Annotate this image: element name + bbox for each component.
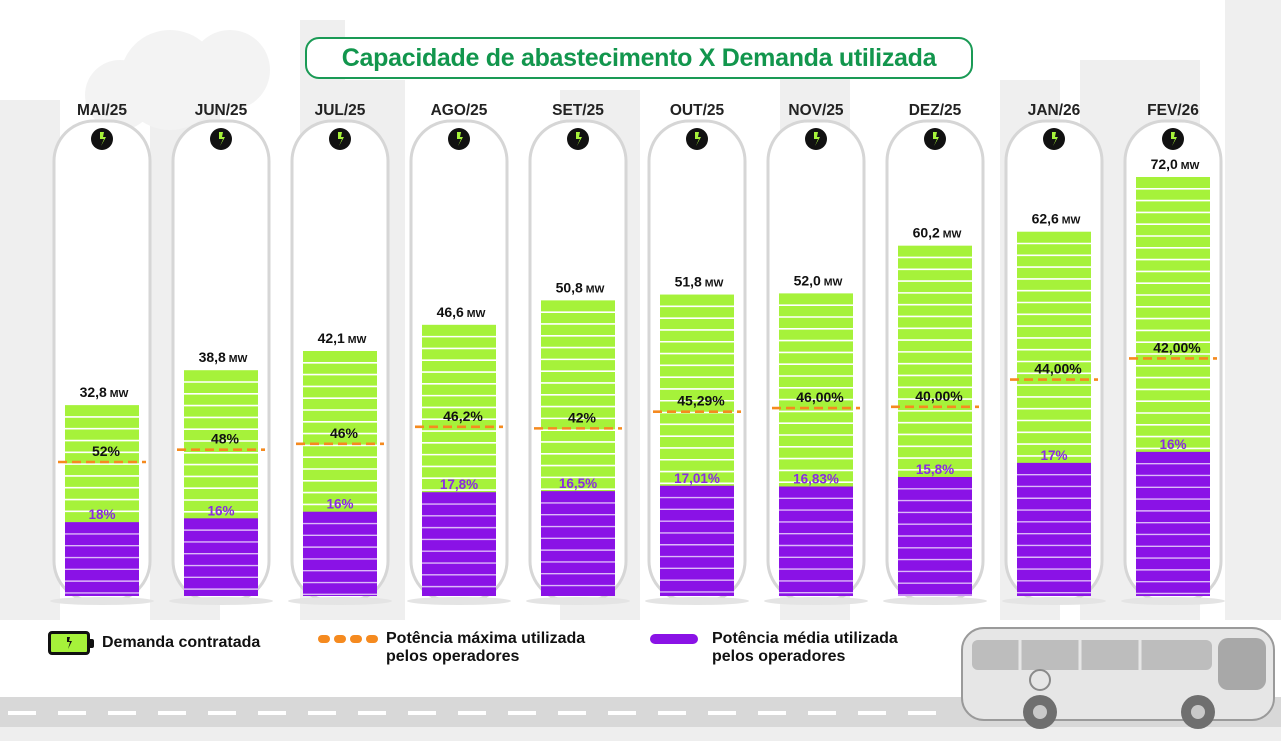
max-value-label: 52% xyxy=(92,443,121,459)
month-label: OUT/25 xyxy=(670,102,725,119)
column-jan-26: JAN/26 62,6 MW 17% 44,00% xyxy=(1002,102,1106,605)
legend-avg-label-line1: Potência média utilizada xyxy=(712,630,898,647)
battery-icon xyxy=(48,631,94,655)
average-bar xyxy=(1017,462,1091,596)
contracted-value-label: 62,6 MW xyxy=(1032,211,1081,227)
lightning-plug-icon xyxy=(924,128,946,150)
column-base xyxy=(645,597,749,605)
average-value-label: 17,01% xyxy=(674,471,720,486)
average-bar xyxy=(422,492,496,596)
month-label: JUN/25 xyxy=(195,102,248,119)
column-jul-25: JUL/25 42,1 MW 16% 46% xyxy=(288,102,392,605)
legend-avg-label-line2: pelos operadores xyxy=(712,648,846,665)
column-base xyxy=(407,597,511,605)
max-value-label: 42,00% xyxy=(1153,339,1201,355)
column-ago-25: AGO/25 46,6 MW 17,8% 46,2% xyxy=(407,102,511,605)
average-value-label: 17,8% xyxy=(440,477,478,492)
lightning-plug-icon xyxy=(1043,128,1065,150)
contracted-value-label: 50,8 MW xyxy=(556,279,605,295)
lightning-plug-icon xyxy=(329,128,351,150)
column-base xyxy=(1002,597,1106,605)
average-bar xyxy=(184,518,258,596)
legend-max: Potência máxima utilizada pelos operador… xyxy=(318,630,585,666)
column-base xyxy=(288,597,392,605)
average-value-label: 17% xyxy=(1040,448,1067,463)
max-value-label: 46,00% xyxy=(796,389,844,405)
column-base xyxy=(50,597,154,605)
lightning-plug-icon xyxy=(1162,128,1184,150)
legend-avg: Potência média utilizada pelos operadore… xyxy=(650,630,898,666)
max-value-label: 46,2% xyxy=(443,408,483,424)
contracted-value-label: 52,0 MW xyxy=(794,272,843,288)
month-label: JAN/26 xyxy=(1028,102,1081,119)
legend-max-label-line1: Potência máxima utilizada xyxy=(386,630,586,647)
average-bar xyxy=(779,486,853,596)
max-value-label: 42% xyxy=(568,409,597,425)
max-value-label: 40,00% xyxy=(915,388,963,404)
contracted-value-label: 46,6 MW xyxy=(437,304,486,320)
column-out-25: OUT/25 51,8 MW 17,01% 45,29% xyxy=(645,102,749,605)
column-base xyxy=(883,597,987,605)
month-label: MAI/25 xyxy=(77,102,127,119)
legend-max-label-line2: pelos operadores xyxy=(386,648,520,665)
column-base xyxy=(526,597,630,605)
average-value-label: 16,5% xyxy=(559,476,597,491)
column-dez-25: DEZ/25 60,2 MW 15,8% 40,00% xyxy=(883,102,987,605)
month-label: AGO/25 xyxy=(431,102,488,119)
lightning-plug-icon xyxy=(448,128,470,150)
average-bar xyxy=(541,491,615,596)
average-value-label: 16% xyxy=(207,503,234,518)
legend-contracted-label: Demanda contratada xyxy=(102,634,261,651)
month-label: JUL/25 xyxy=(315,102,366,119)
average-bar xyxy=(1136,451,1210,596)
average-bar xyxy=(660,485,734,596)
column-nov-25: NOV/25 52,0 MW 16,83% 46,00% xyxy=(764,102,868,605)
average-value-label: 18% xyxy=(88,507,115,522)
average-bar xyxy=(65,522,139,596)
contracted-value-label: 72,0 MW xyxy=(1151,156,1200,172)
max-value-label: 44,00% xyxy=(1034,361,1082,377)
max-value-label: 45,29% xyxy=(677,393,725,409)
column-set-25: SET/25 50,8 MW 16,5% 42% xyxy=(526,102,630,605)
average-bar xyxy=(303,511,377,596)
average-value-label: 16,83% xyxy=(793,472,839,487)
lightning-plug-icon xyxy=(805,128,827,150)
column-base xyxy=(169,597,273,605)
average-value-label: 16% xyxy=(326,497,353,512)
lightning-plug-icon xyxy=(567,128,589,150)
contracted-value-label: 60,2 MW xyxy=(913,225,962,241)
average-value-label: 15,8% xyxy=(916,462,954,477)
lightning-plug-icon xyxy=(91,128,113,150)
column-jun-25: JUN/25 38,8 MW 16% 48% xyxy=(169,102,273,605)
lightning-plug-icon xyxy=(686,128,708,150)
month-label: FEV/26 xyxy=(1147,102,1199,119)
max-value-label: 48% xyxy=(211,431,240,447)
lightning-plug-icon xyxy=(67,637,72,649)
legend-max-swatch xyxy=(318,635,378,643)
contracted-value-label: 42,1 MW xyxy=(318,330,367,346)
column-mai-25: MAI/25 32,8 MW 18% 52% xyxy=(50,102,154,605)
month-label: DEZ/25 xyxy=(909,102,962,119)
month-label: NOV/25 xyxy=(788,102,844,119)
column-fev-26: FEV/26 72,0 MW 16% 42,00% xyxy=(1121,102,1225,605)
bus-illustration xyxy=(961,627,1275,729)
legend-contracted: Demanda contratada xyxy=(48,631,260,655)
lightning-plug-icon xyxy=(210,128,232,150)
column-base xyxy=(764,597,868,605)
max-value-label: 46% xyxy=(330,425,359,441)
contracted-value-label: 32,8 MW xyxy=(80,384,129,400)
column-base xyxy=(1121,597,1225,605)
contracted-value-label: 38,8 MW xyxy=(199,349,248,365)
month-label: SET/25 xyxy=(552,102,604,119)
contracted-value-label: 51,8 MW xyxy=(675,274,724,290)
average-value-label: 16% xyxy=(1159,437,1186,452)
chart-title: Capacidade de abastecimento X Demanda ut… xyxy=(305,37,973,79)
legend-avg-swatch xyxy=(650,634,698,644)
